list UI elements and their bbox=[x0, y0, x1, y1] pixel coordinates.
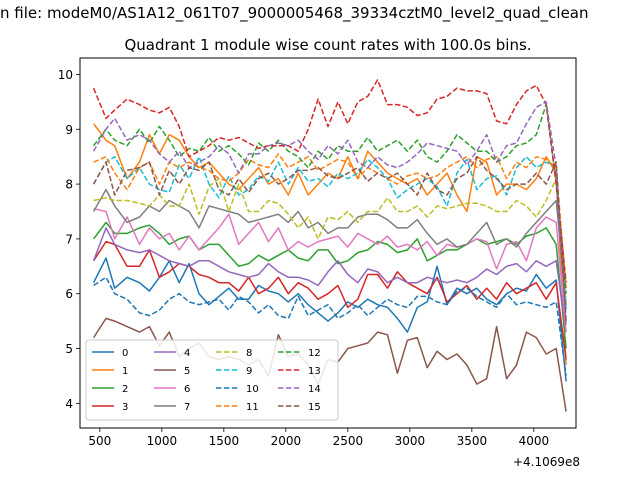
legend-label-13: 13 bbox=[308, 366, 321, 377]
y-tick-label: 6 bbox=[65, 287, 73, 301]
y-axis: 4 5 6 7 8 9 10 bbox=[58, 68, 80, 411]
series-line-0 bbox=[92, 257, 567, 382]
legend-label-11: 11 bbox=[246, 402, 259, 413]
x-tick-label: 4000 bbox=[519, 434, 550, 448]
x-tick-label: 3500 bbox=[457, 434, 488, 448]
chart-title: Quadrant 1 module wise count rates with … bbox=[124, 36, 531, 54]
x-tick-label: 500 bbox=[88, 434, 111, 448]
legend-box bbox=[85, 339, 339, 421]
series-line-11 bbox=[93, 153, 567, 289]
series-line-9 bbox=[92, 155, 567, 311]
series-line-8 bbox=[93, 177, 567, 305]
series-line-14 bbox=[92, 101, 567, 327]
series-line-2 bbox=[93, 221, 567, 349]
legend-label-14: 14 bbox=[308, 384, 321, 395]
series-line-1 bbox=[93, 123, 567, 366]
plot-area-frame bbox=[79, 57, 577, 429]
legend-label-10: 10 bbox=[246, 384, 259, 395]
series-line-15 bbox=[92, 155, 567, 322]
legend-label-0: 0 bbox=[122, 348, 128, 359]
legend-label-2: 2 bbox=[122, 384, 128, 395]
figure-suptitle: n file: modeM0/AS1A12_061T07_9000005468_… bbox=[0, 4, 589, 23]
x-tick-label: 3000 bbox=[395, 434, 426, 448]
legend-label-4: 4 bbox=[184, 348, 190, 359]
legend-label-6: 6 bbox=[184, 384, 190, 395]
x-tick-label: 1500 bbox=[209, 434, 240, 448]
legend-label-1: 1 bbox=[122, 366, 128, 377]
legend-label-12: 12 bbox=[308, 348, 321, 359]
x-offset-label: +4.1069e8 bbox=[513, 455, 580, 469]
series-line-7 bbox=[92, 188, 567, 305]
series-line-10 bbox=[93, 276, 567, 376]
series-line-13 bbox=[92, 79, 567, 283]
series-line-6 bbox=[93, 207, 567, 333]
y-tick-label: 8 bbox=[65, 178, 73, 192]
x-tick-label: 2500 bbox=[333, 434, 364, 448]
x-axis: 500 1000 1500 2000 2500 3000 3500 4000 bbox=[88, 428, 549, 448]
series-line-4 bbox=[92, 227, 567, 333]
legend-label-15: 15 bbox=[308, 402, 321, 413]
x-tick-label: 1000 bbox=[147, 434, 178, 448]
x-tick-label: 2000 bbox=[271, 434, 302, 448]
series-line-3 bbox=[92, 240, 567, 360]
legend-label-3: 3 bbox=[122, 402, 128, 413]
legend-label-9: 9 bbox=[246, 366, 252, 377]
legend-label-7: 7 bbox=[184, 402, 190, 413]
y-tick-label: 9 bbox=[65, 123, 73, 137]
legend-label-8: 8 bbox=[246, 348, 252, 359]
y-tick-label: 7 bbox=[65, 232, 73, 246]
y-tick-label: 5 bbox=[65, 342, 73, 356]
y-tick-label: 10 bbox=[58, 68, 73, 82]
y-tick-label: 4 bbox=[65, 397, 73, 411]
legend-label-5: 5 bbox=[184, 366, 190, 377]
